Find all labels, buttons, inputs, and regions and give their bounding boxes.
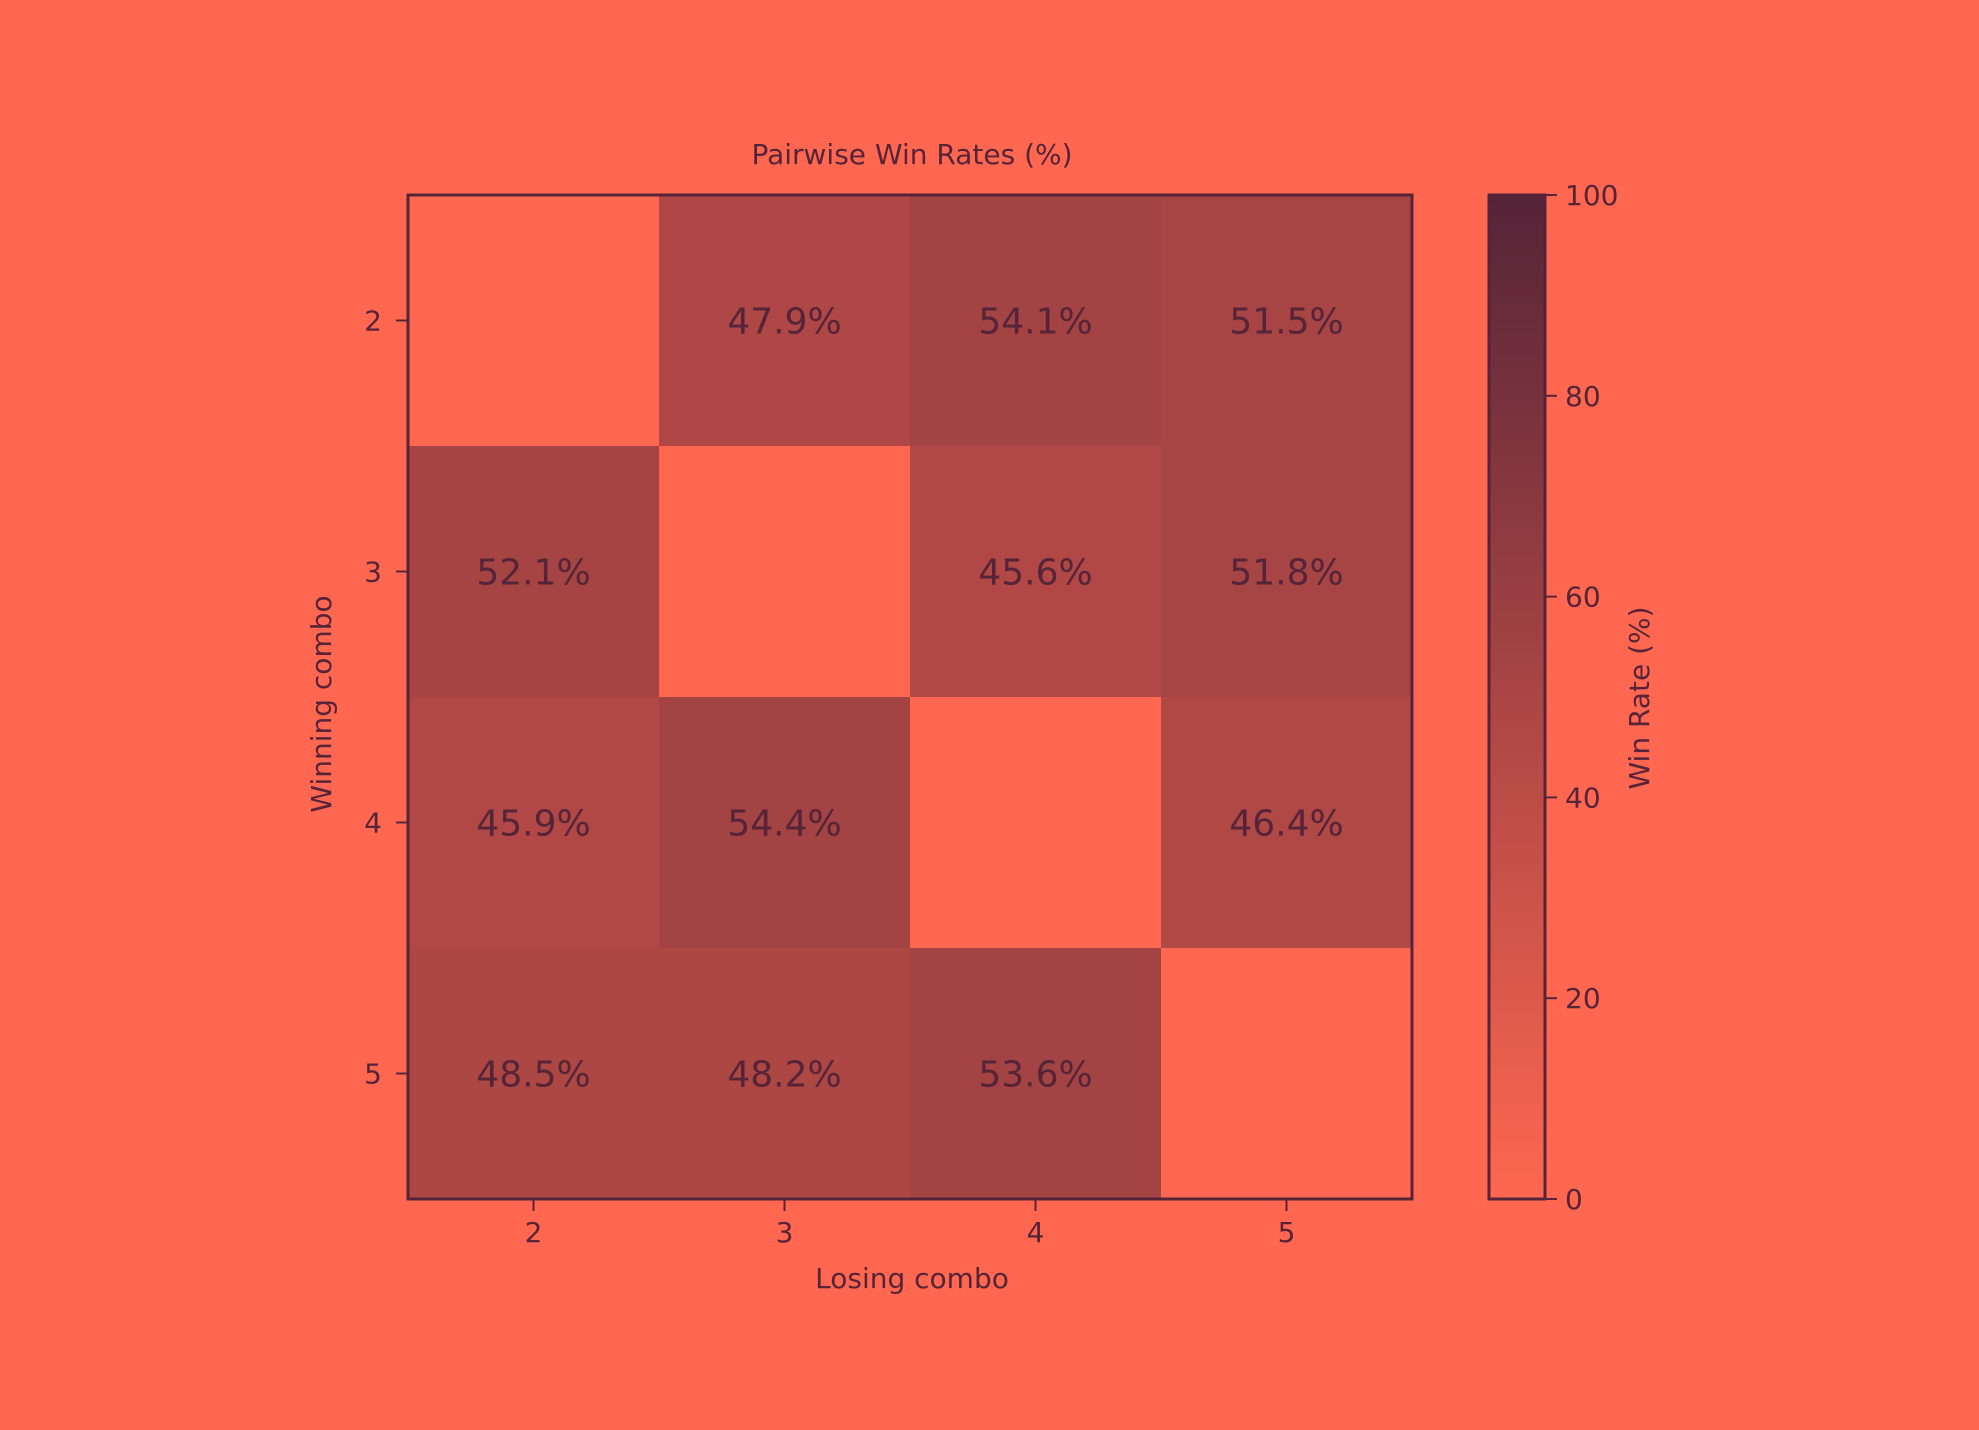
heatmap-cell: [408, 697, 660, 949]
colorbar-gradient: [1489, 195, 1545, 1199]
x-tick-label: 3: [776, 1216, 794, 1249]
heatmap-cell: [1161, 697, 1413, 949]
cell-value-label: 47.9%: [727, 302, 841, 343]
heatmap-cells: [408, 195, 1413, 1200]
heatmap-cell: [408, 195, 660, 447]
heatmap-cell-labels: 47.9% 54.1% 51.5% 52.1% 45.6% 51.8% 45.9% 54.4%…: [476, 302, 1343, 1096]
cell-value-label: 53.6%: [978, 1055, 1092, 1096]
heatmap-cell: [659, 446, 911, 698]
colorbar-tick-label: 40: [1565, 781, 1601, 814]
x-tick-label: 4: [1027, 1216, 1045, 1249]
cell-value-label: 51.8%: [1229, 553, 1343, 594]
cell-value-label: 54.4%: [727, 804, 841, 845]
heatmap-cell: [910, 446, 1162, 698]
heatmap-cell: [910, 195, 1162, 447]
cell-value-label: 54.1%: [978, 302, 1092, 343]
colorbar: 0 20 40 60 80 100: [1487, 179, 1618, 1216]
colorbar-tick-label: 80: [1565, 380, 1601, 413]
y-tick-label: 3: [364, 556, 382, 589]
y-tick-label: 2: [364, 305, 382, 338]
cell-value-label: 45.9%: [476, 804, 590, 845]
y-tick-label: 4: [364, 807, 382, 840]
cell-value-label: 48.5%: [476, 1055, 590, 1096]
x-tick-label: 2: [525, 1216, 543, 1249]
heatmap-cell: [659, 195, 911, 447]
colorbar-frame: [1487, 193, 1547, 1201]
heatmap-cell: [659, 697, 911, 949]
heatmap-cell: [408, 948, 660, 1200]
x-tick-label: 5: [1278, 1216, 1296, 1249]
x-axis-label: Losing combo: [815, 1262, 1009, 1295]
colorbar-tick-label: 0: [1565, 1183, 1583, 1216]
cell-value-label: 48.2%: [727, 1055, 841, 1096]
cell-value-label: 45.6%: [978, 553, 1092, 594]
chart-title: Pairwise Win Rates (%): [751, 138, 1072, 171]
heatmap-axes: 2 3 4 5 2 3 4 5: [364, 193, 1414, 1249]
cell-value-label: 52.1%: [476, 553, 590, 594]
cell-value-label: 46.4%: [1229, 804, 1343, 845]
colorbar-tick-label: 60: [1565, 581, 1601, 614]
heatmap-cell: [1161, 195, 1413, 447]
colorbar-tick-label: 100: [1565, 179, 1618, 212]
colorbar-tick-label: 20: [1565, 982, 1601, 1015]
y-tick-label: 5: [364, 1058, 382, 1091]
heatmap-cell: [408, 446, 660, 698]
y-axis-label: Winning combo: [305, 595, 338, 812]
heatmap-cell: [1161, 948, 1413, 1200]
heatmap-cell: [910, 948, 1162, 1200]
plot-frame: [406, 193, 1414, 1201]
colorbar-label: Win Rate (%): [1623, 606, 1656, 789]
cell-value-label: 51.5%: [1229, 302, 1343, 343]
heatmap-cell: [659, 948, 911, 1200]
heatmap-cell: [910, 697, 1162, 949]
heatmap-cell: [1161, 446, 1413, 698]
